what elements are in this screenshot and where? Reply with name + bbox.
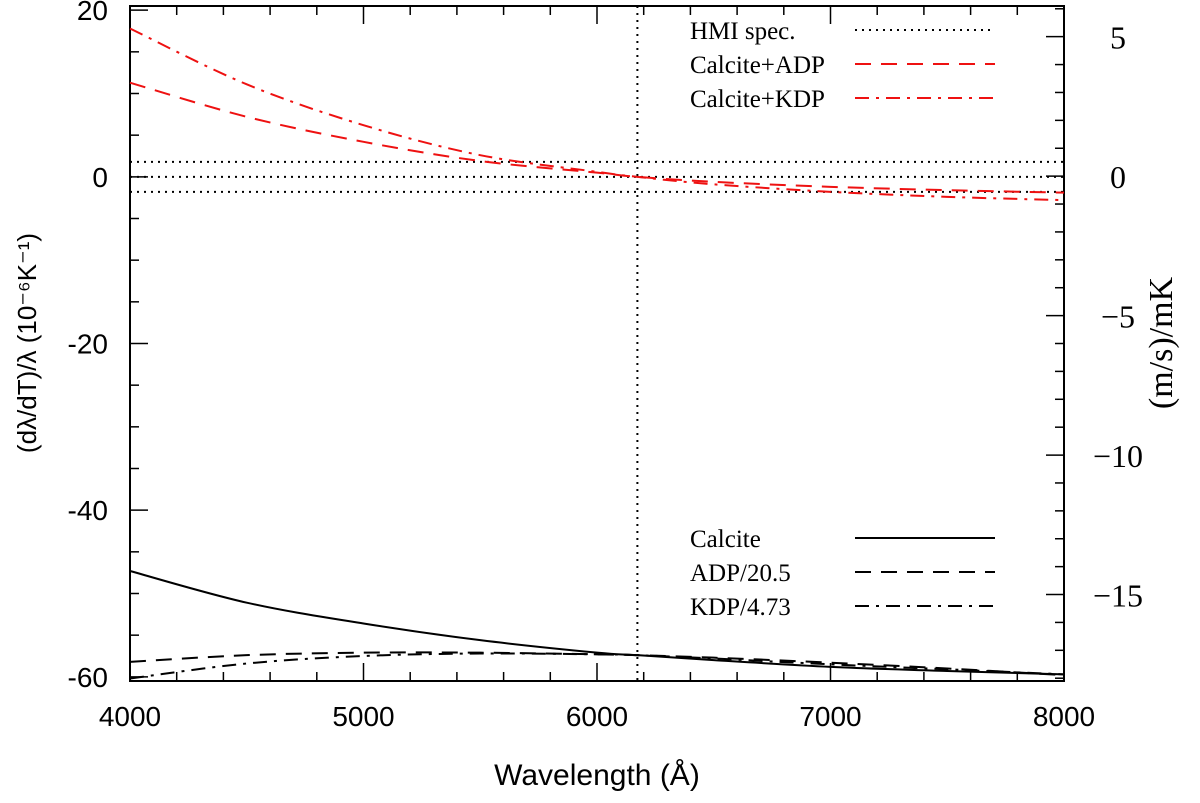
y-right-tick-label: 5 bbox=[1110, 20, 1126, 56]
legend-label: Calcite bbox=[690, 526, 761, 553]
legend-label: KDP/4.73 bbox=[690, 594, 791, 621]
series-line-calcite-adp bbox=[129, 81, 1065, 194]
y-right-tick-label: −15 bbox=[1093, 578, 1143, 614]
legend-label: Calcite+ADP bbox=[690, 52, 825, 79]
y-left-tick-label: -20 bbox=[68, 329, 108, 360]
x-tick-label: 6000 bbox=[566, 701, 628, 732]
legend-label: HMI spec. bbox=[690, 18, 796, 45]
y-right-tick-label: −5 bbox=[1101, 299, 1135, 335]
series-line-kdp-4-73 bbox=[129, 652, 1065, 680]
x-tick-label: 8000 bbox=[1033, 701, 1095, 732]
series-line-adp-20-5 bbox=[129, 651, 1065, 677]
y-right-tick-label: −10 bbox=[1093, 438, 1143, 474]
plot-frame bbox=[129, 5, 1065, 682]
y-left-tick-label: -40 bbox=[68, 495, 108, 526]
series-line-calcite-kdp bbox=[129, 27, 1065, 202]
legend-label: ADP/20.5 bbox=[690, 560, 791, 587]
legend-label: Calcite+KDP bbox=[690, 86, 825, 113]
y-left-tick-label: 0 bbox=[92, 162, 108, 193]
y-axis-label-left: (dλ/dT)/λ (10⁻⁶K⁻¹) bbox=[12, 233, 42, 453]
y-left-tick-label: -60 bbox=[68, 662, 108, 693]
y-axis-label-right: (m/s)/mK bbox=[1143, 276, 1180, 409]
x-tick-label: 4000 bbox=[99, 701, 161, 732]
x-axis-label: Wavelength (Å) bbox=[494, 759, 700, 792]
series-line-calcite bbox=[129, 570, 1065, 676]
x-tick-label: 5000 bbox=[332, 701, 394, 732]
x-tick-label: 7000 bbox=[799, 701, 861, 732]
y-left-tick-label: 20 bbox=[77, 0, 108, 26]
y-right-tick-label: 0 bbox=[1110, 159, 1126, 195]
